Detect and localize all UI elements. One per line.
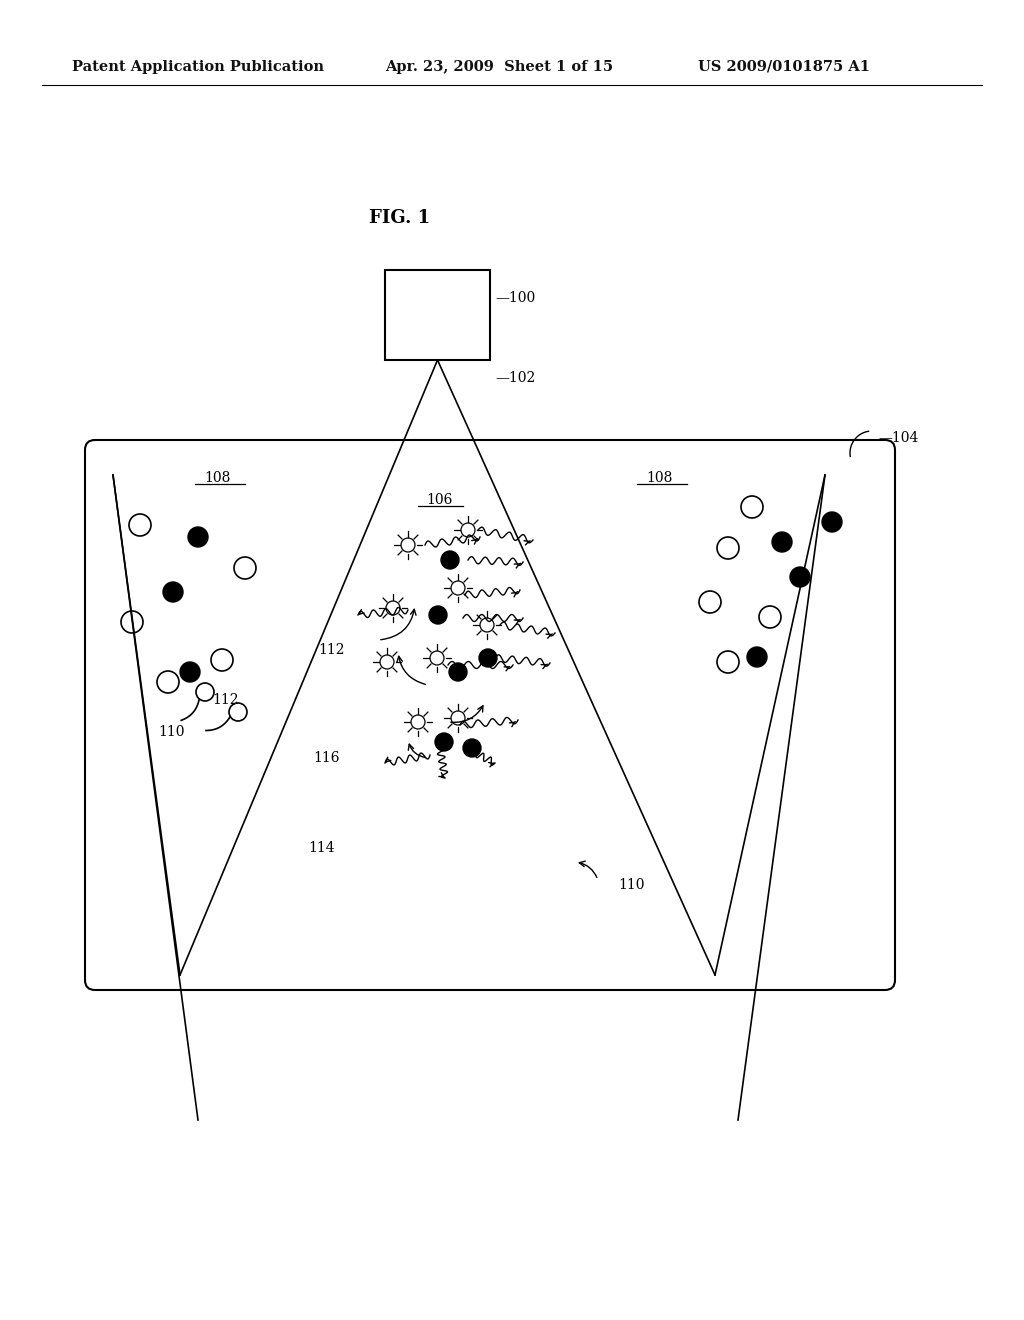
Text: FIG. 1: FIG. 1 xyxy=(370,209,430,227)
Text: 108: 108 xyxy=(647,471,673,484)
Circle shape xyxy=(479,649,497,667)
Circle shape xyxy=(463,739,481,756)
Text: 112: 112 xyxy=(212,693,239,708)
Text: —100: —100 xyxy=(495,290,536,305)
Text: 110: 110 xyxy=(158,725,184,739)
Circle shape xyxy=(772,532,792,552)
Circle shape xyxy=(163,582,183,602)
Text: 114: 114 xyxy=(308,841,335,855)
FancyBboxPatch shape xyxy=(85,440,895,990)
Bar xyxy=(385,271,490,360)
Text: —102: —102 xyxy=(495,371,536,385)
Circle shape xyxy=(746,647,767,667)
Text: Apr. 23, 2009  Sheet 1 of 15: Apr. 23, 2009 Sheet 1 of 15 xyxy=(385,59,613,74)
Text: —104: —104 xyxy=(878,432,919,445)
Circle shape xyxy=(188,527,208,546)
Circle shape xyxy=(429,606,447,624)
Circle shape xyxy=(790,568,810,587)
Text: 108: 108 xyxy=(205,471,231,484)
Circle shape xyxy=(180,663,200,682)
Text: 110: 110 xyxy=(618,878,644,892)
Circle shape xyxy=(822,512,842,532)
Circle shape xyxy=(435,733,453,751)
Text: 106: 106 xyxy=(427,492,454,507)
Text: 116: 116 xyxy=(313,751,340,766)
Text: 112: 112 xyxy=(318,643,344,657)
Text: Patent Application Publication: Patent Application Publication xyxy=(72,59,324,74)
Text: US 2009/0101875 A1: US 2009/0101875 A1 xyxy=(698,59,870,74)
Circle shape xyxy=(449,663,467,681)
Circle shape xyxy=(441,550,459,569)
